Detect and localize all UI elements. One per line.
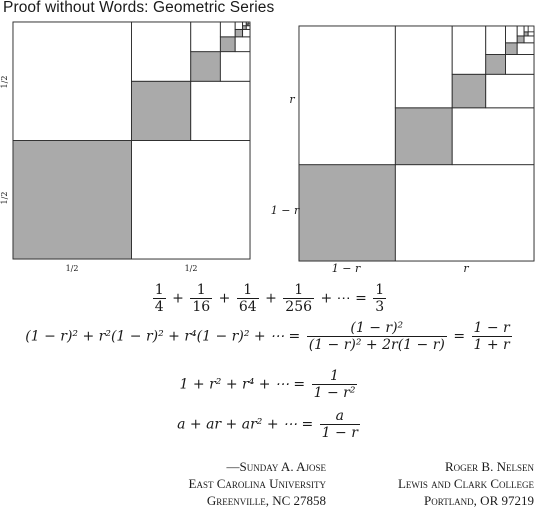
eq1-term1-den: 4: [152, 298, 166, 315]
author-1-name: —Sunday A. Ajose: [226, 459, 327, 474]
left-bottom-label-left: 1/2: [66, 264, 79, 273]
eq3-rhs-den: 1 − r²: [311, 384, 358, 401]
white-rect: [12, 21, 132, 141]
eq2-rhs-den: 1 + r: [471, 336, 512, 353]
eq2-mid-den: (1 − r)² + 2r(1 − r): [306, 336, 447, 353]
eq1-term2-den: 16: [190, 298, 213, 315]
eq3-lhs: 1 + r² + r⁴ + ⋯ =: [179, 376, 306, 393]
white-rect: [451, 107, 535, 166]
white-rect: [485, 73, 535, 109]
white-rect: [505, 54, 535, 75]
eq4-rhs-den: 1 − r: [319, 424, 360, 441]
white-rect: [516, 42, 535, 55]
white-rect: [245, 25, 251, 30]
white-rect: [298, 25, 396, 166]
white-rect: [247, 23, 251, 27]
right-bottom-label-right: r: [463, 262, 469, 275]
eq1-rhs-num: 1: [375, 282, 385, 298]
shaded-square: [190, 51, 221, 82]
shaded-square: [516, 35, 525, 44]
author-1-address: Greenville, NC 27858: [206, 493, 326, 508]
eq2-lhs: (1 − r)² + r²(1 − r)² + r⁴(1 − r)² + ⋯ =: [25, 328, 301, 345]
white-rect: [394, 25, 453, 109]
author-1-block: —Sunday A. Ajose East Carolina Universit…: [160, 458, 327, 509]
white-rect: [523, 25, 529, 33]
white-rect: [219, 51, 251, 82]
page-title: Proof without Words: Geometric Series: [3, 0, 275, 16]
author-1-affiliation: East Carolina University: [188, 476, 327, 491]
eq1-term3-den: 64: [236, 298, 259, 315]
white-rect: [234, 21, 244, 30]
left-bottom-label-right: 1/2: [185, 264, 198, 273]
eq1-term2-num: 1: [196, 282, 206, 298]
white-rect: [523, 35, 535, 44]
white-rect: [131, 21, 192, 82]
right-side-label-top: r: [289, 93, 295, 106]
shaded-square: [523, 31, 529, 37]
shaded-square: [394, 107, 453, 166]
white-rect: [234, 36, 251, 53]
eq1-term1-num: 1: [154, 282, 164, 298]
shaded-square: [485, 54, 506, 75]
shaded-square: [131, 80, 192, 141]
eq1-rhs-den: 3: [373, 298, 387, 315]
author-2-affiliation: Lewis and Clark College: [397, 476, 534, 491]
shaded-square: [451, 73, 487, 109]
eq4-rhs-num: a: [335, 408, 344, 424]
white-rect: [485, 25, 506, 55]
right-side-label-bottom: 1 − r: [271, 204, 300, 217]
left-side-label-top: 1/2: [0, 76, 9, 89]
white-rect: [451, 25, 487, 75]
white-rect: [505, 25, 518, 44]
white-rect: [131, 140, 251, 260]
white-rect: [242, 21, 247, 27]
left-square-figure: [12, 21, 251, 260]
shaded-square: [242, 25, 247, 30]
author-2-block: Roger B. Nelsen Lewis and Clark College …: [360, 458, 534, 509]
shaded-square: [219, 36, 236, 53]
white-rect: [219, 21, 236, 38]
white-rect: [242, 28, 251, 38]
eq1-term4-den: 256: [283, 298, 315, 315]
eq4-lhs: a + ar + ar² + ⋯ =: [177, 416, 314, 433]
equation-2: (1 − r)² + r²(1 − r)² + r⁴(1 − r)² + ⋯ =…: [25, 320, 512, 353]
shaded-square: [298, 164, 396, 262]
eq1-tail: + ⋯ =: [320, 290, 367, 307]
shaded-square: [505, 42, 518, 55]
white-rect: [190, 21, 221, 53]
white-rect: [394, 164, 535, 262]
white-rect: [190, 80, 251, 141]
author-2-name: Roger B. Nelsen: [445, 459, 534, 474]
white-rect: [527, 31, 535, 37]
eq1-term3-num: 1: [243, 282, 253, 298]
right-bottom-label-left: 1 − r: [332, 262, 361, 275]
eq1-term4-num: 1: [294, 282, 304, 298]
author-2-address: Portland, OR 97219: [424, 493, 534, 508]
right-square-figure: [298, 25, 535, 262]
left-side-label-bottom: 1/2: [0, 192, 9, 205]
figures: 1/2 1/2 1/2 1/2 r 1 − r 1 − r r: [0, 21, 535, 275]
shaded-square: [234, 28, 244, 38]
eq2-mid-num: (1 − r)²: [350, 320, 404, 336]
eq2-rhs-num: 1 − r: [473, 320, 510, 336]
eq3-rhs-num: 1: [330, 368, 339, 384]
white-rect: [516, 25, 525, 37]
shaded-square: [12, 140, 132, 260]
white-rect: [245, 21, 249, 25]
